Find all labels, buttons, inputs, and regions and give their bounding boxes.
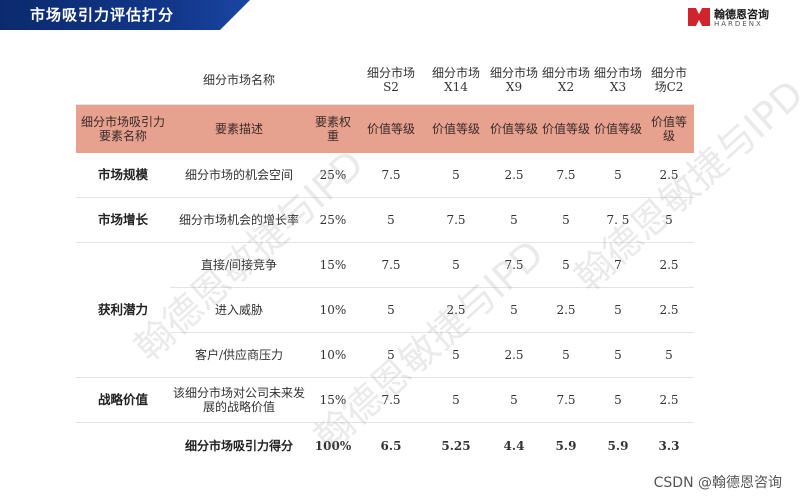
score-cell: 5 bbox=[488, 197, 540, 243]
factor-weight: 15% bbox=[308, 377, 358, 423]
score-cell: 5 bbox=[424, 332, 488, 378]
table-row: 战略价值 该细分市场对公司未来发展的战略价值 15% 7.5 5 5 7.5 5… bbox=[76, 377, 694, 423]
score-cell: 5 bbox=[592, 332, 644, 378]
total-score-cell: 4.4 bbox=[503, 439, 525, 453]
attractiveness-score-table: 细分市场名称 细分市场S2 细分市场 X14 细分市场X9 细分市场X2 细分市… bbox=[76, 56, 694, 469]
header-empty-cell bbox=[76, 56, 170, 105]
page-title: 市场吸引力评估打分 bbox=[30, 6, 175, 24]
market-header-c2: 细分市场C2 bbox=[644, 56, 694, 105]
score-cell: 7.5 bbox=[358, 153, 424, 198]
table-header-row: 细分市场名称 细分市场S2 细分市场 X14 细分市场X9 细分市场X2 细分市… bbox=[76, 56, 694, 105]
attractiveness-score-label: 细分市场吸引力得分 bbox=[184, 439, 293, 453]
score-cell: 5 bbox=[592, 153, 644, 198]
market-header-x9: 细分市场X9 bbox=[488, 56, 540, 105]
score-cell: 5 bbox=[644, 332, 694, 378]
score-cell: 7 bbox=[592, 242, 644, 288]
factor-weight: 25% bbox=[308, 197, 358, 243]
score-cell: 7. 5 bbox=[592, 197, 644, 243]
value-grade-header: 价值等级 bbox=[592, 104, 644, 153]
score-cell: 5 bbox=[424, 153, 488, 198]
score-cell: 7.5 bbox=[540, 153, 592, 198]
market-header-x14: 细分市场 X14 bbox=[424, 56, 488, 105]
score-cell: 5 bbox=[424, 377, 488, 423]
score-cell: 7.5 bbox=[540, 377, 592, 423]
score-cell: 7.5 bbox=[358, 377, 424, 423]
factor-weight-header: 要素权重 bbox=[308, 104, 358, 153]
market-header-s2: 细分市场S2 bbox=[358, 56, 424, 105]
score-cell: 2.5 bbox=[644, 242, 694, 288]
market-header-x2: 细分市场X2 bbox=[540, 56, 592, 105]
factor-profit-potential: 获利潜力 bbox=[76, 242, 170, 378]
header-empty-cell bbox=[308, 56, 358, 105]
summary-empty-cell bbox=[76, 423, 170, 470]
factor-description: 直接/间接竞争 bbox=[170, 242, 308, 288]
score-cell: 5 bbox=[540, 197, 592, 243]
factor-weight: 10% bbox=[308, 287, 358, 333]
value-grade-header: 价值等级 bbox=[488, 104, 540, 153]
hardenx-logo-icon bbox=[688, 8, 710, 26]
score-cell: 5 bbox=[592, 377, 644, 423]
score-cell: 2.5 bbox=[488, 153, 540, 198]
factor-name-header: 细分市场吸引力要素名称 bbox=[76, 104, 170, 153]
factor-weight: 25% bbox=[308, 153, 358, 198]
factor-description: 细分市场的机会空间 bbox=[170, 153, 308, 198]
total-score-cell: 5.9 bbox=[607, 439, 629, 453]
score-cell: 7.5 bbox=[424, 197, 488, 243]
score-cell: 7.5 bbox=[488, 242, 540, 288]
factor-description: 进入威胁 bbox=[170, 287, 308, 333]
factor-market-scale: 市场规模 bbox=[76, 153, 170, 198]
total-weight: 100% bbox=[314, 439, 352, 453]
table-row: 客户/供应商压力 10% 5 5 2.5 5 5 5 bbox=[76, 332, 694, 378]
table-row: 市场增长 细分市场机会的增长率 25% 5 7.5 5 5 7. 5 5 bbox=[76, 197, 694, 243]
score-cell: 2.5 bbox=[644, 377, 694, 423]
score-cell: 5 bbox=[424, 242, 488, 288]
value-grade-header: 价值等级 bbox=[540, 104, 592, 153]
score-cell: 5 bbox=[488, 377, 540, 423]
factor-market-growth: 市场增长 bbox=[76, 197, 170, 243]
factor-description: 细分市场机会的增长率 bbox=[170, 197, 308, 243]
factor-description: 客户/供应商压力 bbox=[170, 332, 308, 378]
factor-description: 该细分市场对公司未来发展的战略价值 bbox=[170, 377, 308, 423]
title-tab bbox=[0, 0, 250, 30]
total-score-cell: 5.9 bbox=[555, 439, 577, 453]
factor-strategic-value: 战略价值 bbox=[76, 377, 170, 423]
factor-weight: 10% bbox=[308, 332, 358, 378]
score-cell: 5 bbox=[358, 197, 424, 243]
value-grade-header: 价值等级 bbox=[644, 104, 694, 153]
table-row: 进入威胁 10% 5 2.5 5 2.5 5 2.5 bbox=[76, 287, 694, 333]
factor-desc-header: 要素描述 bbox=[170, 104, 308, 153]
score-cell: 7.5 bbox=[358, 242, 424, 288]
score-cell: 5 bbox=[540, 242, 592, 288]
score-cell: 5 bbox=[358, 332, 424, 378]
table-row: 获利潜力 直接/间接竞争 15% 7.5 5 7.5 5 7 2.5 bbox=[76, 242, 694, 378]
score-cell: 2.5 bbox=[644, 153, 694, 198]
score-cell: 5 bbox=[540, 332, 592, 378]
market-name-header: 细分市场名称 bbox=[170, 56, 308, 105]
score-cell: 5 bbox=[592, 287, 644, 333]
table-row: 市场规模 细分市场的机会空间 25% 7.5 5 2.5 7.5 5 2.5 bbox=[76, 153, 694, 198]
score-cell: 2.5 bbox=[540, 287, 592, 333]
company-logo: 翰德恩咨询 HARDENX bbox=[688, 6, 796, 32]
footer-credit: CSDN @翰德恩咨询 bbox=[653, 475, 782, 491]
value-grade-header: 价值等级 bbox=[424, 104, 488, 153]
logo-english-text: HARDENX bbox=[714, 20, 763, 28]
score-cell: 2.5 bbox=[488, 332, 540, 378]
market-header-x3: 细分市场X3 bbox=[592, 56, 644, 105]
table-subheader-row: 细分市场吸引力要素名称 要素描述 要素权重 价值等级 价值等级 价值等级 价值等… bbox=[76, 104, 694, 153]
factor-weight: 15% bbox=[308, 242, 358, 288]
score-cell: 5 bbox=[644, 197, 694, 243]
total-score-cell: 6.5 bbox=[380, 439, 402, 453]
total-score-cell: 3.3 bbox=[658, 439, 680, 453]
score-cell: 5 bbox=[488, 287, 540, 333]
score-cell: 2.5 bbox=[644, 287, 694, 333]
score-cell: 2.5 bbox=[424, 287, 488, 333]
value-grade-header: 价值等级 bbox=[358, 104, 424, 153]
score-cell: 5 bbox=[358, 287, 424, 333]
total-score-cell: 5.25 bbox=[441, 439, 471, 453]
logo-chinese-text: 翰德恩咨询 bbox=[714, 8, 769, 21]
summary-row: 细分市场吸引力得分 100% 6.5 5.25 4.4 5.9 5.9 3.3 bbox=[76, 423, 694, 470]
